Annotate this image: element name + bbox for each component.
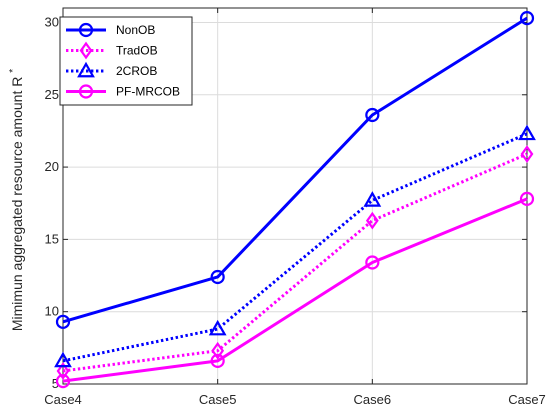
legend: NonOB TradOB 2CROB PF-MRCOB — [59, 16, 193, 106]
legend-marker — [79, 41, 93, 60]
x-tick-label: Case7 — [508, 392, 546, 407]
data-point-marker — [518, 124, 536, 141]
y-axis-label: Mimimun aggregated resource amount R * — [8, 69, 25, 331]
legend-label: TradOB — [116, 44, 158, 58]
legend-label: NonOB — [116, 23, 155, 37]
legend-label: 2CROB — [116, 64, 157, 78]
data-point-marker — [55, 314, 71, 329]
data-point-marker — [211, 341, 225, 360]
data-point-marker — [363, 191, 382, 207]
series-tradob — [56, 145, 534, 380]
axes: 5 10 15 20 25 30 Case4 Case5 Case6 Case7 — [44, 7, 546, 407]
data-point-marker — [519, 191, 535, 206]
data-point-marker — [365, 107, 380, 123]
y-tick-label: 15 — [45, 231, 59, 246]
y-tick-label: 10 — [45, 304, 59, 319]
y-tick-label: 25 — [45, 87, 59, 102]
series-line — [62, 197, 528, 383]
data-point-marker — [208, 319, 227, 336]
y-tick-label: 20 — [45, 159, 59, 174]
x-tick-label: Case5 — [199, 392, 237, 407]
legend-marker — [77, 61, 95, 78]
y-tick-label: 30 — [45, 14, 59, 29]
y-axis-label-superscript: * — [8, 69, 19, 73]
legend-marker — [78, 22, 94, 38]
legend-entry: TradOB — [66, 41, 158, 60]
data-point-marker — [210, 353, 225, 368]
data-point-marker — [210, 269, 225, 285]
series-line — [62, 16, 528, 324]
series-nonob — [55, 11, 535, 329]
data-point-marker — [365, 255, 380, 270]
data-point-marker — [56, 362, 70, 380]
legend-entry: NonOB — [66, 22, 155, 38]
axes-box — [62, 7, 528, 385]
legend-entry: PF-MRCOB — [66, 84, 180, 99]
data-point-marker — [365, 211, 379, 230]
series-line — [62, 152, 528, 373]
legend-entry: 2CROB — [66, 61, 157, 78]
legend-label: PF-MRCOB — [116, 85, 180, 99]
data-point-marker — [520, 145, 534, 163]
legend-marker — [78, 84, 94, 99]
y-tick-label: 5 — [52, 376, 59, 391]
y-axis-label-text: Mimimun aggregated resource amount R — [9, 77, 25, 331]
x-tick-label: Case4 — [44, 392, 82, 407]
series-2crob — [54, 124, 536, 368]
data-point-marker — [519, 11, 535, 26]
data-point-marker — [55, 374, 71, 389]
series-group — [54, 11, 536, 389]
series-pf-mrcob — [55, 191, 535, 389]
x-tick-label: Case6 — [354, 392, 392, 407]
data-point-marker — [54, 351, 72, 368]
